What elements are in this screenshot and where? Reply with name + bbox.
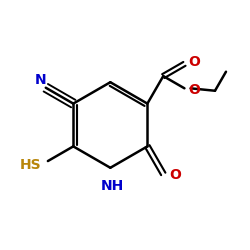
Text: HS: HS (20, 158, 42, 172)
Text: O: O (188, 82, 200, 96)
Text: N: N (35, 74, 47, 88)
Text: O: O (188, 55, 200, 69)
Text: O: O (170, 168, 181, 182)
Text: NH: NH (101, 179, 124, 193)
